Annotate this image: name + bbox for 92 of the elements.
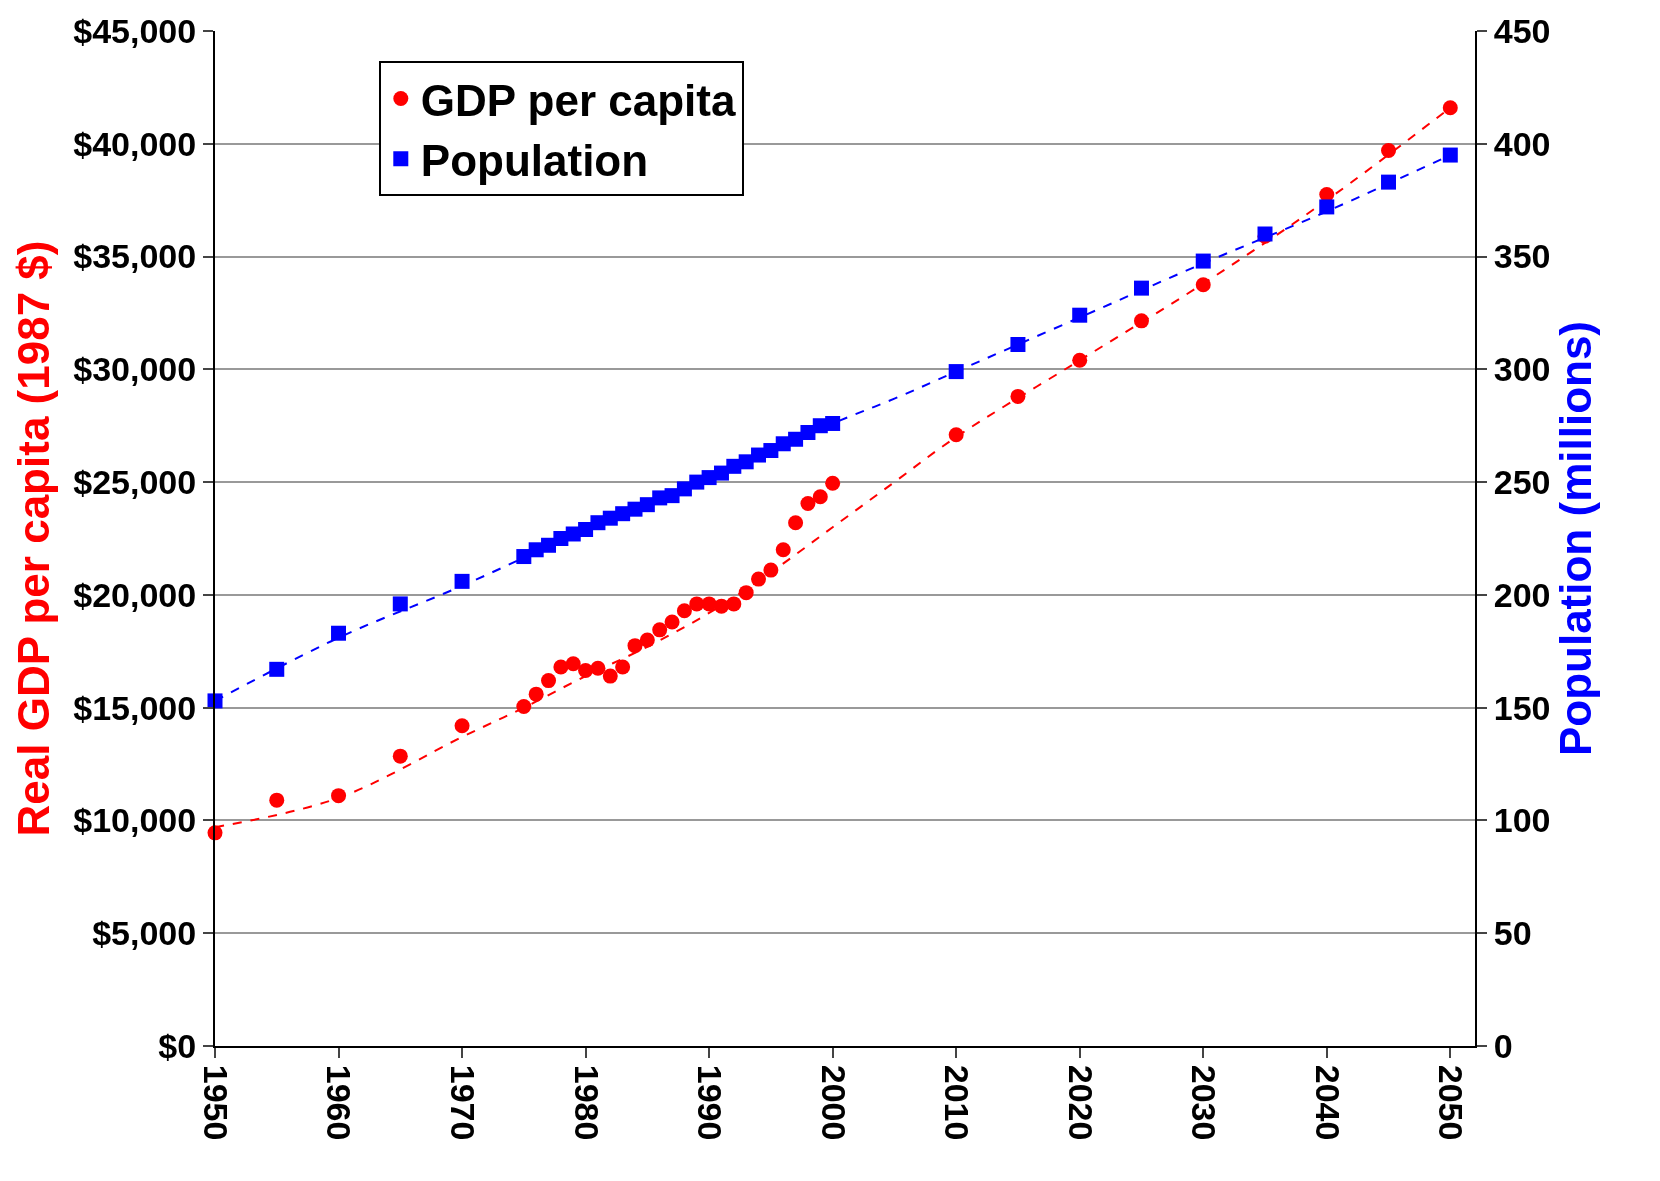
- x-tick-label: 1990: [691, 1064, 730, 1141]
- point: [788, 515, 804, 531]
- point: [713, 598, 729, 614]
- y2-tick-label: 350: [1493, 237, 1551, 276]
- y-axis-title: Real GDP per capita (1987 $): [8, 240, 58, 837]
- point: [676, 603, 692, 619]
- point: [1133, 313, 1149, 329]
- point: [652, 622, 668, 638]
- point: [392, 596, 408, 612]
- point: [269, 661, 285, 677]
- y2-axis-title: Population (millions): [1550, 320, 1600, 757]
- point: [763, 562, 779, 578]
- x-tick-label: 2030: [1185, 1064, 1224, 1141]
- point: [726, 596, 742, 612]
- point: [1010, 337, 1026, 353]
- y2-tick-label: 450: [1493, 11, 1551, 50]
- point: [331, 625, 347, 641]
- legend-label: GDP per capita: [420, 75, 736, 125]
- point: [664, 614, 680, 630]
- point: [763, 443, 779, 459]
- x-tick-label: 1950: [196, 1064, 235, 1141]
- point: [454, 573, 470, 589]
- point: [269, 792, 285, 808]
- y-tick-label: $0: [158, 1026, 197, 1065]
- y2-tick-label: 100: [1493, 801, 1551, 840]
- y-tick-label: $15,000: [73, 688, 197, 727]
- point: [825, 415, 841, 431]
- y-tick-label: $45,000: [73, 11, 197, 50]
- point: [602, 668, 618, 684]
- point: [392, 748, 408, 764]
- y2-tick-label: 200: [1493, 575, 1551, 614]
- point: [528, 686, 544, 702]
- point: [615, 659, 631, 675]
- point: [578, 662, 594, 678]
- y2-tick-label: 150: [1493, 688, 1551, 727]
- point: [1010, 388, 1026, 404]
- point: [726, 458, 742, 474]
- y2-tick-label: 50: [1493, 914, 1532, 953]
- point: [1442, 147, 1458, 163]
- x-tick-label: 2050: [1432, 1064, 1471, 1141]
- point: [331, 788, 347, 804]
- point: [639, 632, 655, 648]
- y-tick-label: $25,000: [73, 463, 197, 502]
- point: [553, 531, 569, 546]
- point: [948, 427, 964, 443]
- point: [812, 489, 828, 505]
- y-tick-label: $10,000: [73, 801, 197, 840]
- x-tick-label: 1960: [320, 1064, 359, 1141]
- x-tick-label: 2000: [814, 1064, 853, 1141]
- point: [454, 718, 470, 734]
- point: [800, 496, 816, 512]
- point: [825, 475, 841, 491]
- point: [1442, 100, 1458, 116]
- point: [615, 506, 631, 522]
- x-tick-label: 1980: [567, 1064, 606, 1141]
- y2-tick-label: 0: [1493, 1026, 1513, 1065]
- point: [1381, 174, 1397, 190]
- point: [590, 515, 606, 531]
- point: [541, 673, 557, 689]
- y2-tick-label: 300: [1493, 350, 1551, 389]
- point: [800, 424, 816, 440]
- y-tick-label: $5,000: [92, 914, 197, 953]
- x-tick-label: 2040: [1308, 1064, 1347, 1141]
- point: [738, 585, 754, 601]
- point: [751, 571, 767, 587]
- x-tick-label: 1970: [444, 1064, 483, 1141]
- point: [1133, 280, 1149, 296]
- point: [1072, 307, 1088, 323]
- point: [565, 656, 581, 672]
- point: [689, 474, 705, 490]
- legend-label: Population: [420, 135, 649, 185]
- x-tick-label: 2020: [1061, 1064, 1100, 1141]
- point: [1195, 253, 1211, 269]
- y-tick-label: $20,000: [73, 575, 197, 614]
- point: [516, 699, 532, 715]
- point: [1195, 277, 1211, 293]
- point: [516, 549, 532, 565]
- y-tick-label: $30,000: [73, 350, 197, 389]
- y2-tick-label: 250: [1493, 463, 1551, 502]
- point: [775, 542, 791, 558]
- point: [689, 596, 705, 612]
- point: [553, 659, 569, 675]
- point: [627, 638, 643, 654]
- x-tick-label: 2010: [938, 1064, 977, 1141]
- y-tick-label: $40,000: [73, 124, 197, 163]
- point: [1319, 199, 1335, 215]
- y-tick-label: $35,000: [73, 237, 197, 276]
- point: [1072, 352, 1088, 368]
- point: [590, 660, 606, 676]
- point: [948, 364, 964, 380]
- point: [1381, 143, 1397, 159]
- y2-tick-label: 400: [1493, 124, 1551, 163]
